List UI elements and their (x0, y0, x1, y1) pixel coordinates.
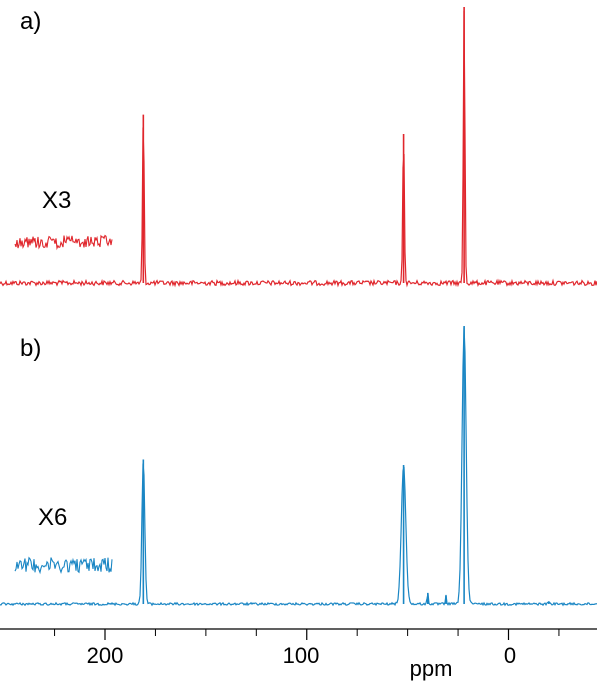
spectrum-trace (0, 327, 597, 607)
panel-a-spectrum (0, 7, 597, 288)
x-tick-label-0: 0 (504, 643, 516, 668)
panel-b-spectrum (0, 326, 597, 607)
zoomed-baseline-trace (14, 556, 113, 575)
panel-a-zoom-label: X3 (42, 187, 71, 214)
x-tick-label-200: 200 (87, 643, 124, 668)
x-tick-label-100: 100 (283, 643, 320, 668)
panel-b-label: b) (20, 335, 41, 362)
spectrum-trace (0, 10, 597, 288)
x-axis: 200 100 0 ppm (0, 628, 597, 681)
panel-b-zoom-label: X6 (38, 504, 67, 531)
panel-a-label: a) (20, 8, 41, 35)
zoomed-baseline-trace (14, 234, 113, 251)
x-axis-unit-label: ppm (410, 656, 453, 681)
